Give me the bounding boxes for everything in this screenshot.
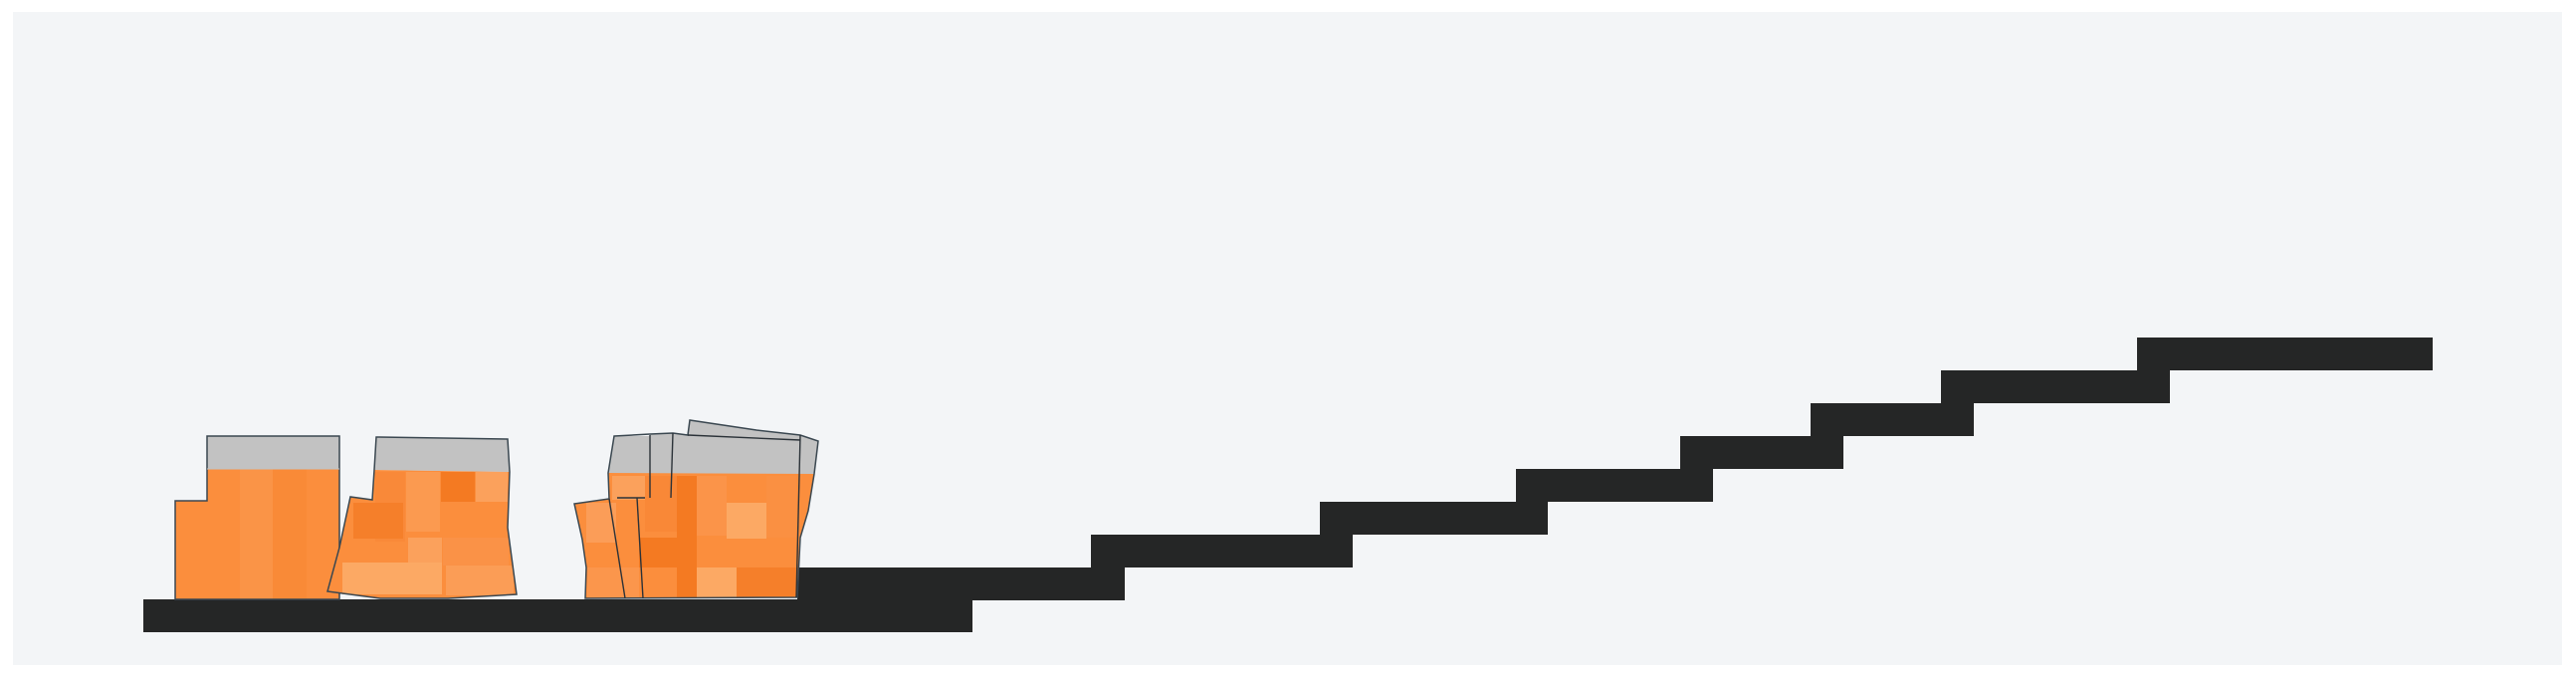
robot-1-body	[175, 469, 339, 599]
robot-1-outline	[174, 435, 340, 600]
robot-1	[174, 435, 340, 600]
stair-step-4	[1320, 502, 1548, 535]
robot-2-outline	[326, 436, 518, 599]
stair-step-3	[1091, 535, 1353, 567]
robot-2	[326, 436, 518, 599]
stair-step-1	[143, 599, 972, 632]
stair-step-8	[1941, 370, 2170, 403]
robot-3-cap-left	[608, 436, 650, 474]
robot-3-cap-mid	[650, 433, 673, 474]
stair-step-9	[2137, 338, 2433, 370]
stair-step-6	[1680, 436, 1843, 469]
robot-3	[573, 419, 819, 599]
robot-1-cap	[207, 436, 339, 469]
robot-2-cap	[374, 437, 510, 472]
staircase-terrain	[143, 338, 2433, 632]
stair-step-5	[1516, 469, 1713, 502]
stair-step-7	[1811, 403, 1974, 436]
stair-step-2	[797, 567, 1125, 600]
